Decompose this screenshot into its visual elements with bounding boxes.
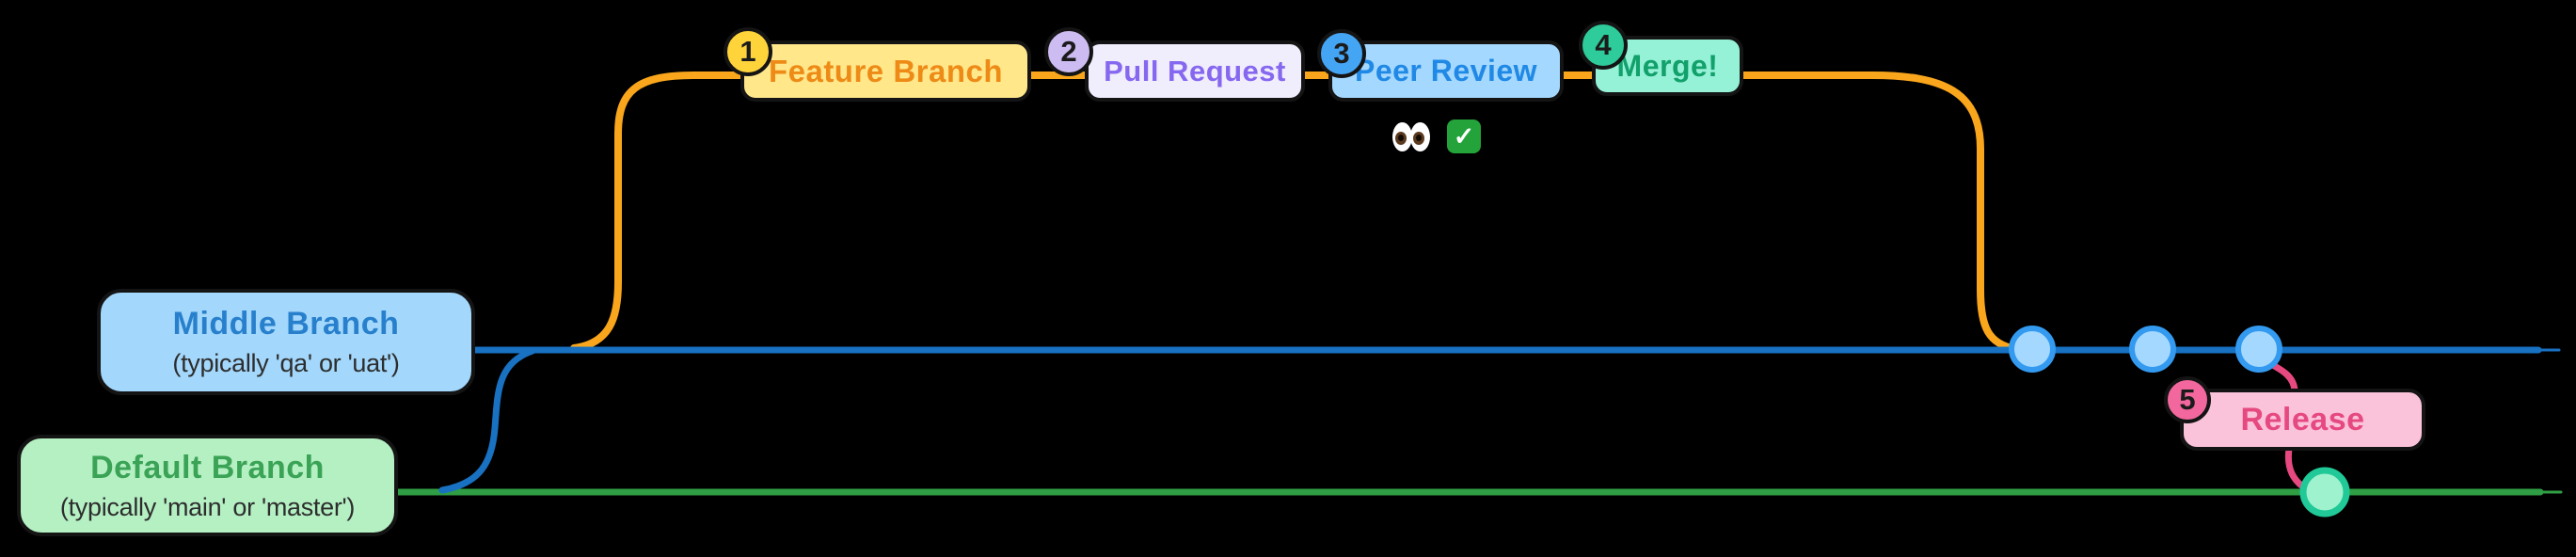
- default-branch-title: Default Branch: [90, 449, 325, 485]
- default-branch-box: Default Branch (typically 'main' or 'mas…: [17, 435, 398, 536]
- branch-fork-curve: [438, 347, 536, 494]
- peer-review-box: Peer Review: [1328, 40, 1564, 102]
- feature-branch-line: [570, 72, 2019, 353]
- step-4-badge: 4: [1579, 21, 1628, 70]
- pull-request-label: Pull Request: [1104, 54, 1286, 88]
- feature-branch-box: Feature Branch: [740, 40, 1031, 102]
- eye-left: [1392, 121, 1412, 151]
- step-5-badge: 5: [2164, 376, 2211, 423]
- merge-label: Merge!: [1616, 48, 1719, 83]
- pull-request-box: Pull Request: [1085, 40, 1305, 102]
- commit-node: [2235, 326, 2282, 373]
- peer-review-annotation: ✓: [1392, 118, 1515, 155]
- step-2-badge: 2: [1044, 27, 1093, 76]
- feature-branch-label: Feature Branch: [768, 53, 1004, 88]
- release-label: Release: [2240, 401, 2365, 438]
- eyes-emoji: [1392, 121, 1430, 151]
- middle-branch-title: Middle Branch: [172, 306, 400, 342]
- commit-node: [2129, 326, 2176, 373]
- step-1-badge: 1: [724, 27, 772, 76]
- release-commit-node: [2299, 467, 2350, 517]
- eye-right: [1410, 121, 1430, 151]
- commit-node: [2009, 326, 2056, 373]
- step-3-badge: 3: [1317, 29, 1366, 78]
- middle-branch-box: Middle Branch (typically 'qa' or 'uat'): [97, 289, 475, 395]
- middle-branch-subtitle: (typically 'qa' or 'uat'): [172, 349, 400, 377]
- check-mark-emoji: ✓: [1447, 119, 1481, 153]
- release-box: Release: [2180, 389, 2425, 451]
- default-branch-subtitle: (typically 'main' or 'master'): [59, 492, 356, 521]
- peer-review-label: Peer Review: [1354, 54, 1538, 88]
